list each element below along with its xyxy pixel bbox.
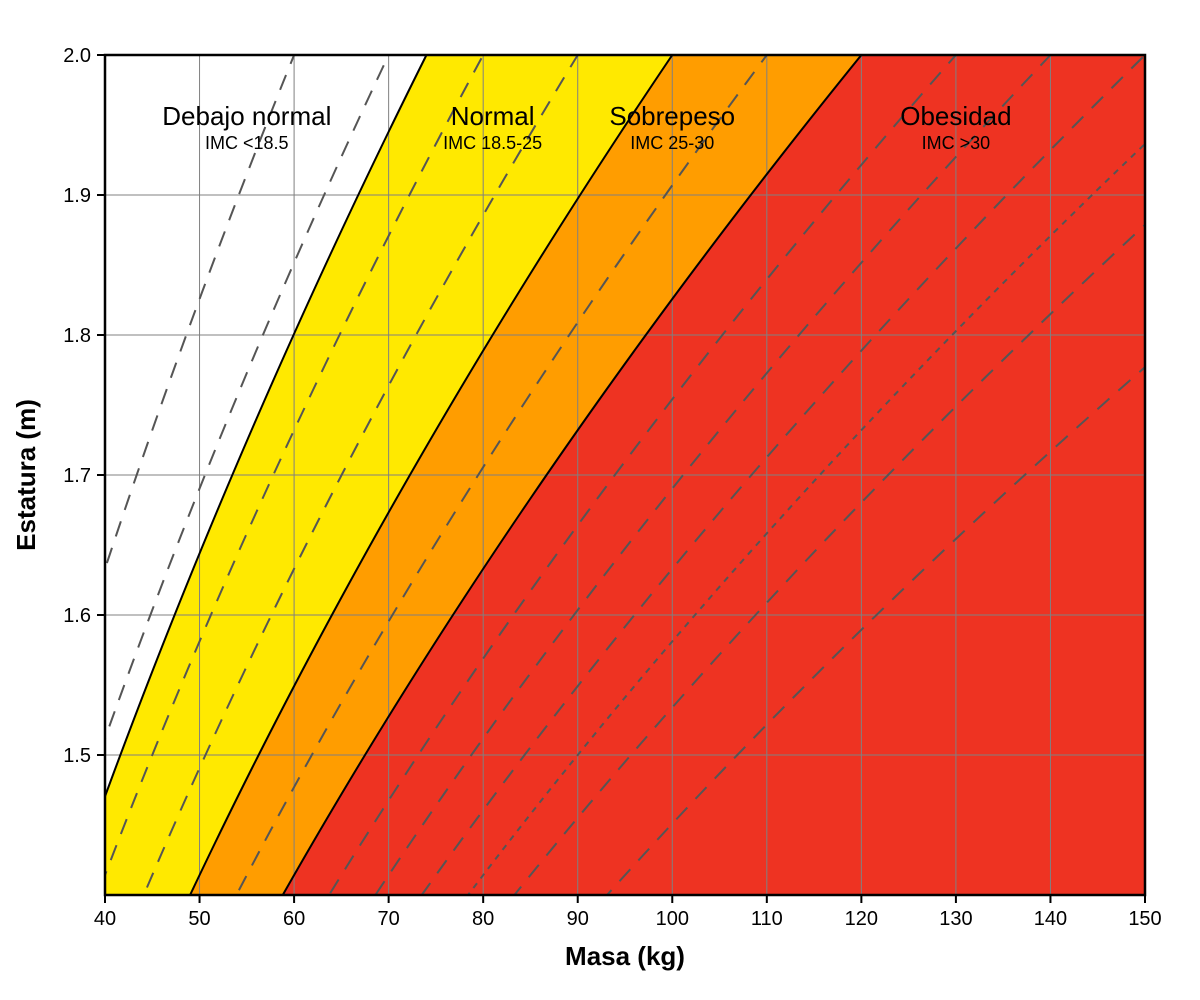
region-sub-underweight: IMC <18.5 [205,133,289,153]
ytick-label: 1.8 [63,325,91,347]
xtick-label: 40 [94,908,116,930]
xtick-label: 100 [656,908,689,930]
ytick-label: 2.0 [63,45,91,67]
region-title-normal: Normal [451,101,535,131]
region-title-obese: Obesidad [900,101,1011,131]
region-sub-overweight: IMC 25-30 [630,133,714,153]
y-axis-title: Estatura (m) [11,399,41,551]
xtick-label: 130 [939,908,972,930]
ytick-label: 1.5 [63,745,91,767]
bmi-chart: Debajo normalIMC <18.5 NormalIMC 18.5-25 S… [0,0,1200,1000]
region-sub-obese: IMC >30 [922,133,991,153]
region-sub-normal: IMC 18.5-25 [443,133,542,153]
xtick-label: 110 [751,908,783,930]
ytick-label: 1.6 [63,605,91,627]
xtick-label: 60 [283,908,305,930]
xtick-label: 150 [1128,908,1161,930]
xtick-label: 120 [845,908,878,930]
xtick-label: 140 [1034,908,1067,930]
xtick-label: 50 [188,908,210,930]
xtick-label: 70 [378,908,400,930]
plot-area [0,0,1200,965]
region-title-overweight: Sobrepeso [609,101,735,131]
region-title-underweight: Debajo normal [162,101,331,131]
xtick-label: 90 [567,908,589,930]
ytick-label: 1.9 [63,185,91,207]
x-axis-title: Masa (kg) [565,941,685,971]
xtick-label: 80 [472,908,494,930]
ytick-label: 1.7 [63,465,91,487]
